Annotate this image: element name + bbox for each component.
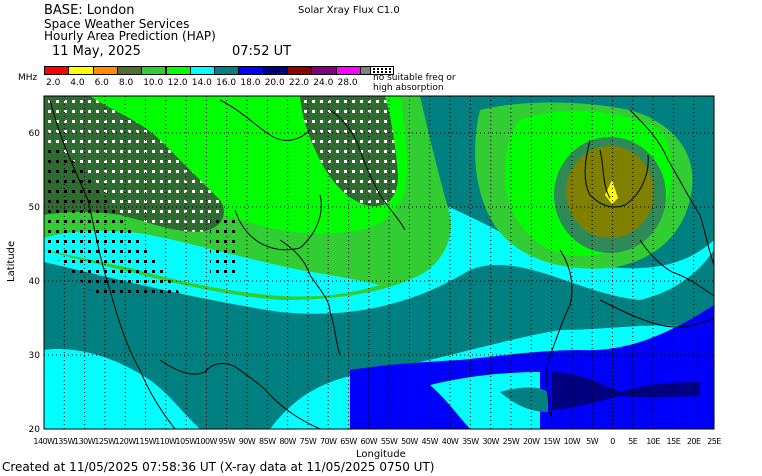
y-tick-label: 30 — [29, 351, 41, 361]
x-tick-label: 130W — [74, 437, 96, 446]
y-tick-labels: 20 30 40 50 60 — [29, 129, 41, 435]
x-tick-label: 60W — [361, 437, 378, 446]
forecast-time: 07:52 UT — [232, 44, 292, 59]
y-tick-label: 20 — [29, 425, 41, 435]
x-tick-label: 55W — [381, 437, 398, 446]
x-tick-label: 65W — [340, 437, 357, 446]
legend-unit: MHz — [18, 73, 38, 83]
legend-label-2: 4.0 — [70, 78, 85, 88]
x-tick-label: 35W — [462, 437, 479, 446]
x-tick-label: 140W — [33, 437, 55, 446]
y-tick-label: 50 — [29, 203, 41, 213]
x-tick-label: 20E — [687, 437, 701, 446]
legend-label-4: 8.0 — [118, 78, 134, 88]
legend-label-9: 18.0 — [240, 78, 261, 88]
band-4mhz-core — [605, 180, 618, 204]
y-tick-label: 40 — [29, 277, 41, 287]
forecast-date: 11 May, 2025 — [52, 44, 141, 59]
y-tick-label: 60 — [29, 129, 41, 139]
agency-name: Space Weather Services — [44, 17, 190, 31]
plot-frame — [43, 95, 715, 430]
x-tick-label: 70W — [320, 437, 337, 446]
x-tick-label: 30W — [482, 437, 499, 446]
no-freq-swatch — [370, 66, 394, 75]
legend-label-6: 12.0 — [167, 78, 188, 88]
x-tick-label: 85W — [259, 437, 276, 446]
x-tick-label: 105W — [176, 437, 198, 446]
x-tick-label: 50W — [401, 437, 418, 446]
x-tick-label: 135W — [54, 437, 76, 446]
x-tick-label: 125W — [94, 437, 116, 446]
x-tick-label: 90W — [239, 437, 256, 446]
footer-timestamp: Created at 11/05/2025 07:58:36 UT (X-ray… — [2, 460, 435, 474]
x-tick-label: 10W — [564, 437, 581, 446]
no-freq-label-1: no suitable freq or — [373, 73, 456, 83]
legend-label-7: 14.0 — [191, 78, 212, 88]
x-tick-label: 5W — [586, 437, 599, 446]
x-tick-label: 110W — [155, 437, 177, 446]
band-14mhz — [44, 250, 714, 429]
legend-label-11: 22.0 — [289, 78, 310, 88]
x-tick-label: 45W — [421, 437, 438, 446]
legend-label-8: 16.0 — [216, 78, 237, 88]
x-tick-label: 25W — [503, 437, 520, 446]
xray-flux: Solar Xray Flux C1.0 — [298, 5, 400, 16]
x-tick-label: 115W — [135, 437, 157, 446]
legend-label-3: 6.0 — [94, 78, 109, 88]
x-axis-label: Longitude — [356, 449, 406, 460]
legend-label-12: 24.0 — [313, 78, 334, 88]
x-tick-label: 80W — [279, 437, 296, 446]
x-tick-label: 75W — [300, 437, 317, 446]
x-tick-label: 100W — [196, 437, 218, 446]
band-12mhz-atlantic — [430, 372, 540, 429]
x-tick-label: 15E — [667, 437, 681, 446]
base-title: BASE: London — [44, 3, 135, 18]
x-tick-label: 20W — [523, 437, 540, 446]
x-tick-label: 120W — [115, 437, 137, 446]
legend-label-10: 20.0 — [264, 78, 285, 88]
y-axis-label: Latitude — [6, 240, 17, 282]
x-tick-labels: 140W 135W 130W 125W 120W 115W 110W 105W 100W 95W 9… — [33, 437, 721, 446]
legend-label-5: 10.0 — [143, 78, 164, 88]
x-tick-label: 0 — [610, 437, 615, 446]
x-tick-label: 10E — [646, 437, 660, 446]
x-tick-label: 5E — [628, 437, 638, 446]
band-18mhz — [552, 372, 700, 410]
legend-label-13: 28.0 — [337, 78, 358, 88]
legend-label-1: 2.0 — [46, 78, 61, 88]
no-freq-label-2: high absorption — [373, 83, 444, 93]
x-tick-label: 25E — [707, 437, 721, 446]
product-name: Hourly Area Prediction (HAP) — [44, 29, 216, 43]
x-tick-label: 40W — [442, 437, 459, 446]
x-tick-label: 15W — [543, 437, 560, 446]
x-tick-label: 95W — [218, 437, 235, 446]
